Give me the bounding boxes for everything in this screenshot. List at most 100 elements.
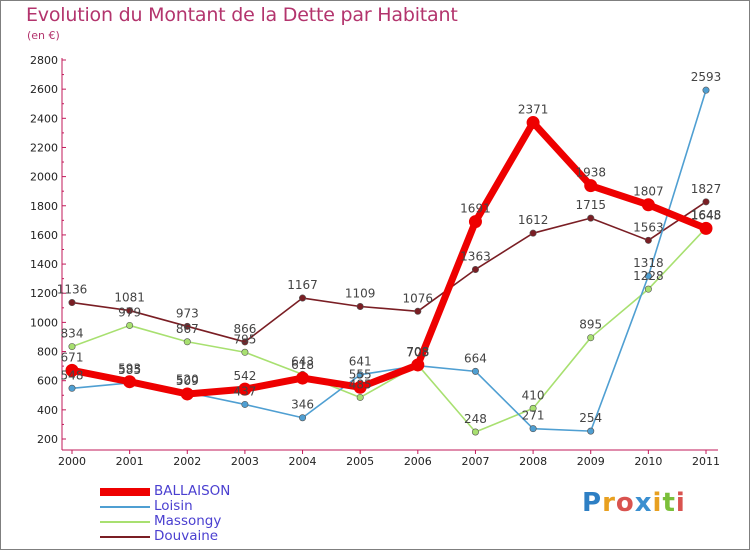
data-label-douvaine: 973 (176, 306, 199, 320)
data-point-loisin (241, 400, 249, 408)
data-label-ballaison: 509 (176, 374, 199, 388)
data-label-douvaine: 1109 (345, 286, 376, 300)
data-point-douvaine (529, 229, 537, 237)
y-tick-label: 1000 (30, 316, 58, 329)
y-tick-label: 1400 (30, 258, 58, 271)
x-tick-label: 2007 (461, 455, 489, 468)
data-point-massongy (356, 393, 364, 401)
data-label-douvaine: 1715 (575, 198, 606, 212)
data-label-douvaine: 1167 (287, 278, 318, 292)
legend-label: BALLAISON (154, 483, 231, 499)
y-tick-label: 2000 (30, 171, 58, 184)
data-point-massongy (529, 404, 537, 412)
data-label-loisin: 664 (464, 351, 487, 365)
y-tick-label: 200 (37, 433, 58, 446)
x-tick-label: 2001 (116, 455, 144, 468)
data-point-douvaine (126, 307, 134, 315)
chart-subtitle: (en €) (27, 29, 60, 42)
x-tick-label: 2002 (173, 455, 201, 468)
data-point-loisin (587, 427, 595, 435)
logo-letter: r (602, 488, 616, 518)
data-point-ballaison (526, 116, 540, 130)
data-point-douvaine (471, 265, 479, 273)
data-label-ballaison: 542 (233, 369, 256, 383)
data-label-ballaison: 671 (61, 350, 84, 364)
logo-letter: x (634, 488, 653, 518)
data-point-ballaison (699, 221, 713, 235)
data-point-douvaine (183, 322, 191, 330)
y-tick-label: 2400 (30, 112, 58, 125)
chart-title: Evolution du Montant de la Dette par Hab… (26, 4, 458, 26)
data-point-ballaison (238, 382, 252, 396)
data-point-loisin (299, 414, 307, 422)
data-point-massongy (126, 321, 134, 329)
data-point-ballaison (411, 358, 425, 372)
data-label-ballaison: 1807 (633, 185, 664, 199)
data-label-douvaine: 1563 (633, 220, 664, 234)
x-tick-label: 2005 (346, 455, 374, 468)
data-point-loisin (702, 86, 710, 94)
data-point-loisin (68, 384, 76, 392)
data-label-ballaison: 2371 (518, 103, 549, 117)
logo-letter: P (582, 488, 603, 518)
x-tick-label: 2000 (58, 455, 86, 468)
data-label-douvaine: 1081 (114, 291, 145, 305)
data-point-douvaine (68, 299, 76, 307)
data-label-loisin: 520 (176, 372, 199, 386)
data-point-douvaine (702, 198, 710, 206)
data-label-loisin: 1318 (633, 256, 664, 270)
series-line-douvaine (71, 201, 707, 343)
legend-swatch (100, 487, 150, 496)
data-point-douvaine (414, 307, 422, 315)
data-label-massongy: 795 (233, 332, 256, 346)
data-label-massongy: 643 (291, 354, 314, 368)
data-point-douvaine (356, 302, 364, 310)
data-point-ballaison (353, 380, 367, 394)
x-tick-label: 2009 (577, 455, 605, 468)
legend-swatch (100, 520, 150, 523)
data-label-ballaison: 555 (349, 367, 372, 381)
data-label-douvaine: 1076 (403, 291, 434, 305)
legend-label: Massongy (154, 513, 222, 529)
proxiti-logo: Proxiti (582, 488, 686, 518)
data-point-massongy (183, 338, 191, 346)
data-point-loisin (644, 272, 652, 280)
data-label-douvaine: 1363 (460, 249, 491, 263)
x-tick-label: 2008 (519, 455, 547, 468)
data-label-ballaison: 708 (406, 345, 429, 359)
x-tick-label: 2004 (289, 455, 317, 468)
y-tick-label: 2200 (30, 141, 58, 154)
data-label-massongy: 867 (176, 322, 199, 336)
data-label-ballaison: 1645 (691, 208, 722, 222)
data-point-ballaison (180, 387, 194, 401)
data-label-massongy: 1648 (691, 208, 722, 222)
data-point-ballaison (123, 375, 137, 389)
y-tick-label: 800 (37, 346, 58, 359)
data-label-loisin: 271 (522, 409, 545, 423)
logo-letter: o (615, 488, 635, 518)
data-point-ballaison (468, 215, 482, 229)
logo-letter: t (662, 488, 676, 518)
data-label-douvaine: 1827 (691, 182, 722, 196)
data-label-massongy: 1228 (633, 269, 664, 283)
data-label-ballaison: 593 (118, 362, 141, 376)
data-label-massongy: 708 (406, 345, 429, 359)
y-tick-label: 1800 (30, 200, 58, 213)
data-label-loisin: 437 (233, 384, 256, 398)
data-label-douvaine: 1612 (518, 213, 549, 227)
data-label-massongy: 979 (118, 305, 141, 319)
data-point-loisin (356, 371, 364, 379)
data-label-douvaine: 1136 (57, 283, 88, 297)
data-point-douvaine (299, 294, 307, 302)
data-point-ballaison (296, 371, 310, 385)
data-point-ballaison (584, 179, 598, 193)
data-point-douvaine (644, 236, 652, 244)
data-point-massongy (587, 334, 595, 342)
data-label-loisin: 346 (291, 398, 314, 412)
y-tick-label: 400 (37, 404, 58, 417)
data-point-ballaison (65, 363, 79, 377)
data-label-massongy: 410 (522, 388, 545, 402)
data-point-massongy (644, 285, 652, 293)
